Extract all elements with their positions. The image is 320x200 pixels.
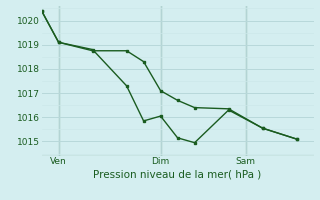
X-axis label: Pression niveau de la mer( hPa ): Pression niveau de la mer( hPa ) xyxy=(93,169,262,179)
